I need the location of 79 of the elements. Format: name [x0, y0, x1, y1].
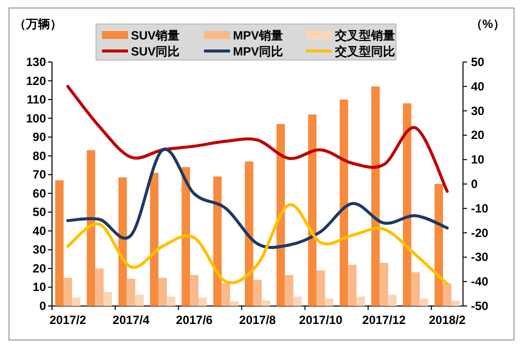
y-tick-label: 120 [26, 74, 46, 88]
y2-tick-label: 0 [471, 177, 478, 191]
bar [451, 300, 460, 306]
bar [118, 177, 127, 306]
x-tick-label: 2017/12 [362, 313, 406, 327]
bar [434, 184, 443, 306]
y-tick-label: 70 [32, 168, 46, 182]
bar [262, 300, 270, 306]
bar [316, 270, 325, 306]
bar [230, 301, 239, 306]
y-tick-label: 50 [32, 205, 46, 220]
y2-tick-label: 50 [471, 55, 485, 69]
y2-tick-label: 20 [471, 128, 485, 142]
y2-tick-label: -30 [471, 250, 489, 264]
y-tick-label: 100 [26, 111, 46, 126]
bar [308, 114, 317, 306]
bar [95, 268, 104, 306]
y-tick-label: 10 [32, 280, 46, 294]
bar [340, 100, 348, 306]
y2-axis-title: （%） [470, 17, 505, 31]
y-tick-label: 40 [32, 224, 46, 238]
bar [244, 161, 254, 306]
y-tick-label: 110 [26, 92, 46, 107]
bar [371, 86, 380, 306]
bar [190, 275, 198, 306]
bar [442, 283, 452, 306]
legend-label: 交叉型同比 [334, 44, 395, 58]
bar [356, 296, 365, 306]
y-tick-label: 30 [32, 242, 46, 257]
bar [402, 103, 412, 306]
y-tick-label: 0 [39, 299, 46, 313]
y-tick-label: 60 [32, 186, 46, 200]
bar [72, 298, 80, 306]
legend-label: MPV销量 [233, 28, 284, 42]
bar [348, 264, 357, 306]
bar [198, 298, 207, 306]
legend-label: 交叉型销量 [334, 28, 395, 42]
bar [135, 294, 144, 306]
y2-tick-label: 10 [471, 152, 485, 167]
x-tick-label: 2017/10 [299, 313, 343, 327]
bar [276, 124, 285, 306]
bar [166, 296, 176, 306]
y-tick-label: 90 [32, 130, 46, 144]
bar [104, 292, 112, 306]
bar [158, 278, 167, 306]
y2-tick-label: -10 [471, 201, 489, 216]
bar [284, 275, 294, 306]
y-tick-label: 20 [32, 261, 46, 276]
bar [213, 176, 222, 306]
x-tick-label: 2017/8 [239, 313, 276, 327]
bar [55, 180, 64, 306]
bar [182, 167, 190, 306]
y2-tick-label: 30 [471, 104, 485, 118]
bar [388, 294, 397, 306]
y-tick-label: 80 [32, 148, 46, 163]
bar [293, 296, 302, 306]
y2-tick-label: -50 [471, 299, 489, 313]
bar [150, 172, 158, 306]
y-axis-title: （万辆） [14, 17, 62, 31]
bar [126, 278, 136, 306]
bar [411, 272, 420, 306]
y2-tick-label: -20 [471, 226, 489, 240]
legend-label: SUV销量 [131, 28, 180, 42]
y2-tick-label: -40 [471, 274, 489, 289]
x-tick-label: 2018/2 [428, 313, 466, 327]
bar [324, 298, 334, 306]
bar [86, 150, 96, 306]
legend-label: MPV同比 [233, 44, 284, 58]
x-tick-label: 2017/4 [112, 313, 150, 327]
bar [64, 278, 72, 306]
bar [222, 283, 230, 306]
bar [253, 280, 262, 306]
bar [380, 262, 388, 306]
legend-label: SUV同比 [131, 44, 180, 58]
bar [420, 298, 428, 306]
y-tick-label: 130 [26, 55, 46, 69]
y2-tick-label: 40 [471, 79, 485, 94]
x-tick-label: 2017/2 [49, 313, 86, 327]
x-tick-label: 2017/6 [176, 313, 213, 327]
